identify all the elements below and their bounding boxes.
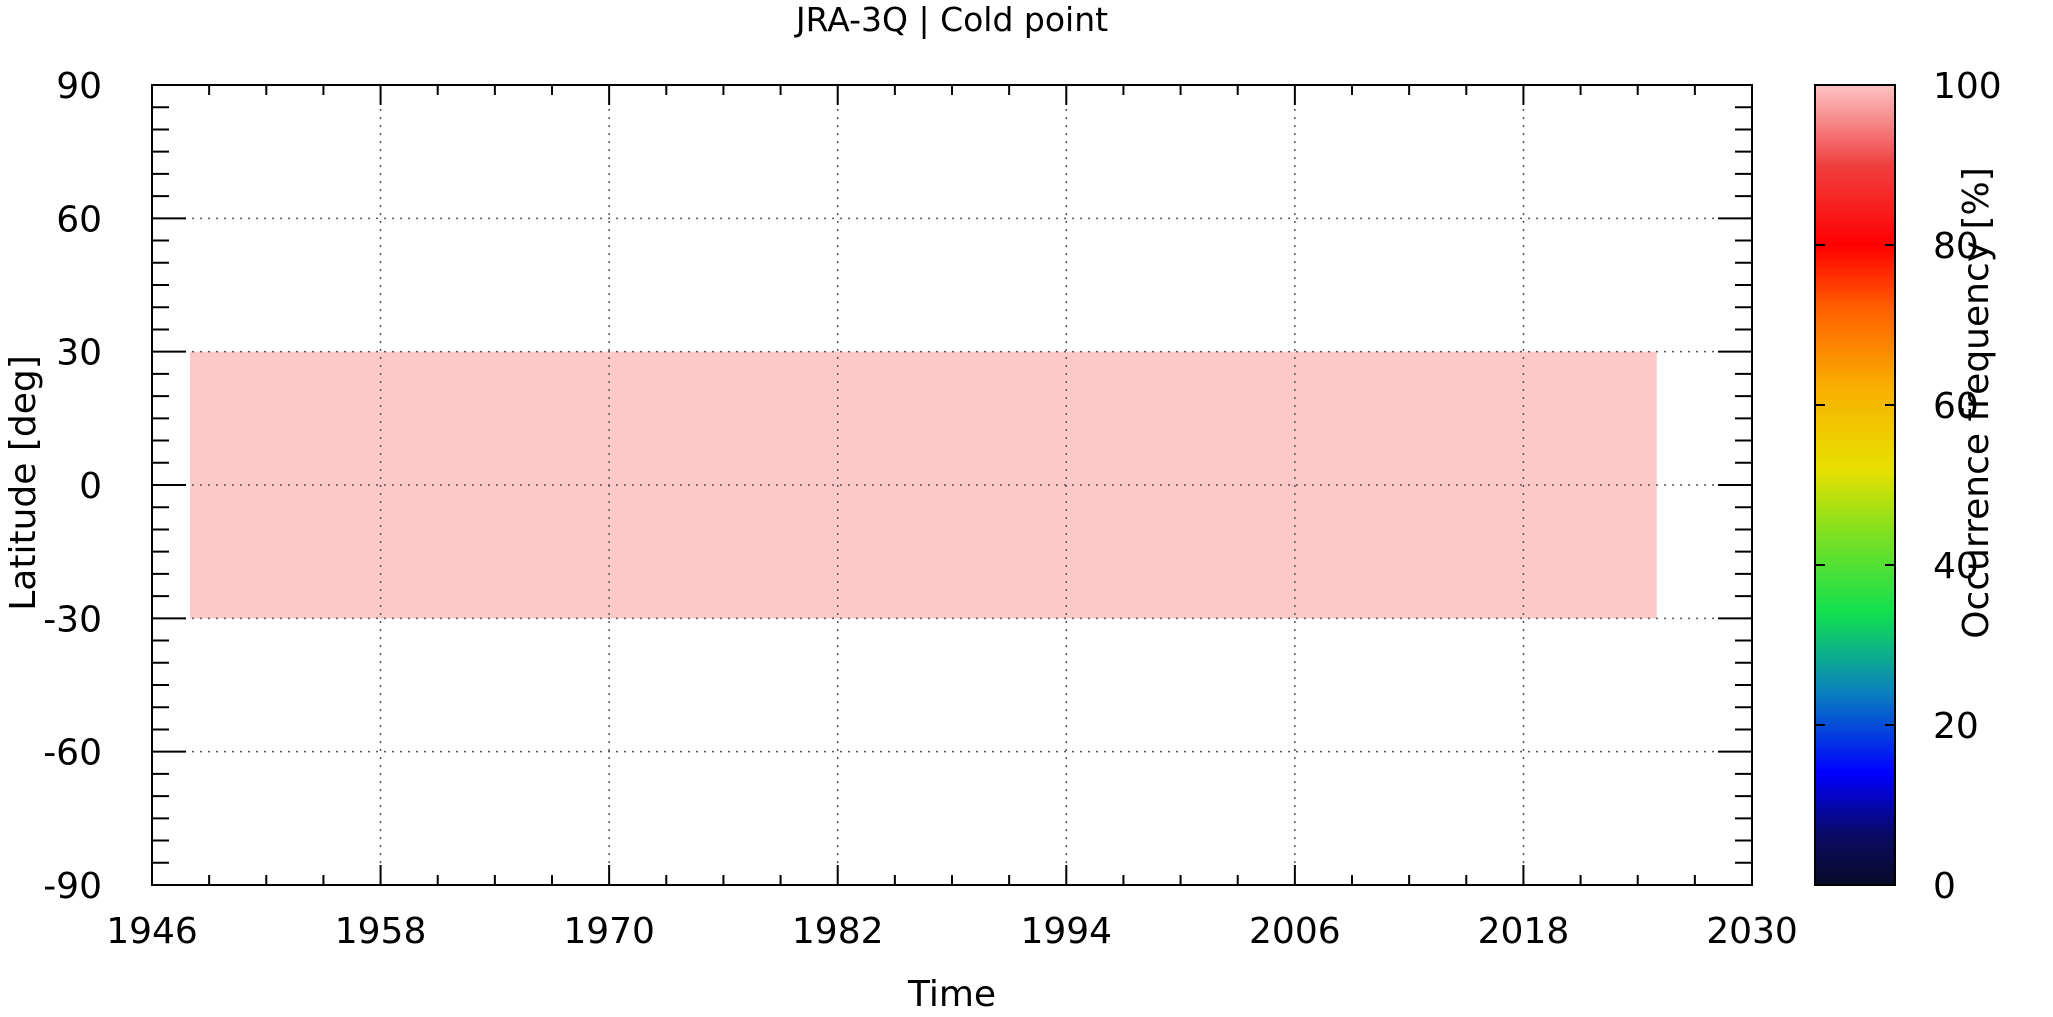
- colorbar-tick-label: 20: [1933, 706, 1979, 747]
- colorbar-tick-label: 0: [1933, 866, 1956, 907]
- tick-label-layer: 1946 1958 1970 1982 1994 2006 2018 2030 90 60 30 0 -…: [43, 66, 1798, 952]
- colorbar: [1814, 84, 1896, 886]
- tick-layer: [151, 84, 1753, 886]
- x-tick-label: 1946: [106, 911, 198, 952]
- x-tick-label: 2030: [1706, 911, 1798, 952]
- y-tick-label: -60: [43, 733, 102, 774]
- x-tick-label: 1958: [335, 911, 427, 952]
- colorbar-tick-label: 60: [1933, 386, 1979, 427]
- colorbar-tick-label: 100: [1933, 66, 2002, 107]
- x-tick-label: 1994: [1020, 911, 1112, 952]
- x-tick-label: 1970: [563, 911, 655, 952]
- colorbar-label: Occurrence frequency [%]: [1956, 167, 1997, 639]
- colorbar-ticks: 100 80 60 40 20 0: [1815, 66, 2002, 907]
- y-tick-label: 60: [56, 199, 102, 240]
- y-tick-label: 30: [56, 333, 102, 374]
- grid-layer: [152, 85, 1752, 885]
- colorbar-tick-label: 80: [1933, 226, 1979, 267]
- colorbar-tick-label: 40: [1933, 546, 1979, 587]
- x-tick-label: 2018: [1478, 911, 1570, 952]
- y-tick-label: -30: [43, 599, 102, 640]
- x-tick-label: 1982: [792, 911, 884, 952]
- heatmap-layer: [190, 351, 1657, 619]
- heatmap-cell-block: [190, 351, 1657, 619]
- y-tick-label: -90: [43, 866, 102, 907]
- x-tick-label: 2006: [1249, 911, 1341, 952]
- y-tick-label: 0: [79, 466, 102, 507]
- chart-title: JRA-3Q | Cold point: [794, 0, 1108, 39]
- y-axis-label: Latitude [deg]: [3, 355, 44, 611]
- x-axis-label: Time: [907, 974, 996, 1012]
- y-tick-label: 90: [56, 66, 102, 107]
